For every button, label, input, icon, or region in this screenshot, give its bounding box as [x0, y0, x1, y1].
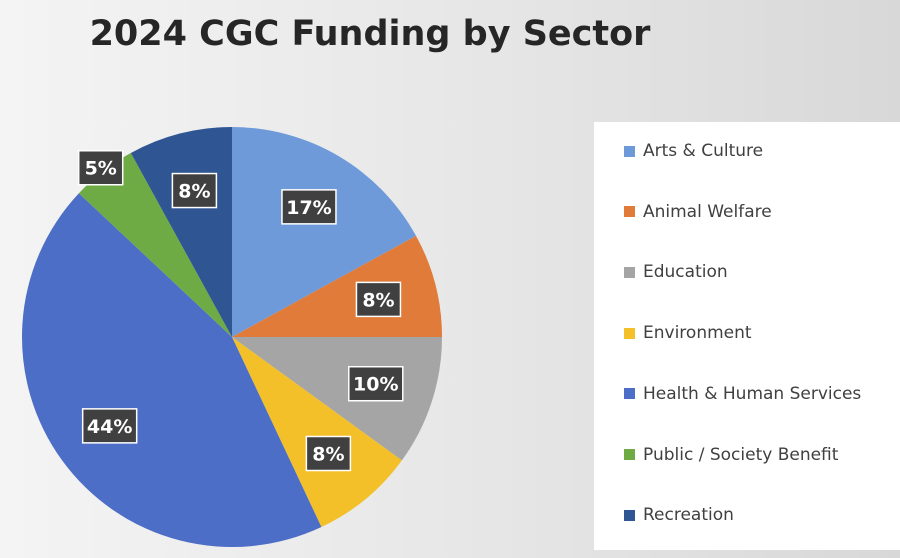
legend-label: Recreation	[643, 505, 734, 526]
chart-title: 2024 CGC Funding by Sector	[89, 14, 651, 54]
legend-item-education: Education	[624, 261, 728, 283]
legend-item-arts-culture: Arts & Culture	[624, 140, 763, 162]
pie-slice-public-society-benefit	[78, 152, 232, 337]
pie-label-box	[355, 281, 402, 318]
legend-swatch	[624, 266, 635, 278]
pie-label-box	[81, 408, 138, 444]
pie-label-text: 17%	[286, 197, 331, 219]
legend-label: Arts & Culture	[643, 141, 764, 161]
pie-label-box	[348, 365, 404, 402]
pie-label-text: 8%	[362, 289, 394, 311]
pie-chart: 17% 8% 10% 8% 44% 5% 8%	[22, 127, 442, 547]
pie-slice-arts-culture	[232, 127, 417, 337]
pie-slice-environment	[232, 337, 402, 528]
legend-item-animal-welfare: Animal Welfare	[624, 201, 772, 223]
pie-label-environment: 8%	[305, 435, 352, 472]
pie-label-animal-welfare: 8%	[355, 281, 402, 318]
pie-label-text: 10%	[353, 374, 398, 396]
pie-label-health-human-services: 44%	[81, 408, 138, 444]
legend-item-public-society-benefit: Public / Society Benefit	[624, 444, 838, 466]
pie-label-text: 8%	[178, 181, 210, 203]
pie-label-recreation: 8%	[171, 172, 218, 209]
legend-label: Public / Society Benefit	[643, 444, 839, 465]
legend-label: Animal Welfare	[643, 201, 772, 222]
pie-label-box	[171, 172, 218, 209]
legend-label: Health & Human Services	[643, 383, 862, 404]
pie-label-public-society-benefit: 5%	[77, 149, 124, 186]
pie-label-text: 8%	[312, 444, 344, 466]
legend-swatch	[624, 509, 635, 521]
pie-label-box	[77, 149, 124, 186]
pie-label-text: 5%	[85, 158, 117, 180]
pie-label-arts-culture: 17%	[281, 189, 337, 225]
legend-item-environment: Environment	[624, 322, 752, 344]
legend-swatch	[624, 206, 635, 218]
legend-swatch	[624, 145, 635, 157]
pie-label-text: 44%	[87, 416, 132, 438]
pie-slice-health-human-services	[22, 193, 322, 547]
legend-item-health-human-services: Health & Human Services	[624, 383, 861, 405]
legend-label: Environment	[643, 323, 752, 344]
pie-label-box	[281, 189, 337, 225]
pie-label-education: 10%	[348, 365, 404, 402]
legend-label: Education	[643, 262, 728, 283]
legend-item-recreation: Recreation	[624, 504, 734, 526]
legend-swatch	[624, 449, 635, 460]
legend-swatch	[624, 388, 635, 400]
legend: Arts & Culture Animal Welfare Education Env…	[594, 122, 900, 550]
pie-label-box	[305, 435, 352, 472]
legend-swatch	[624, 327, 635, 339]
